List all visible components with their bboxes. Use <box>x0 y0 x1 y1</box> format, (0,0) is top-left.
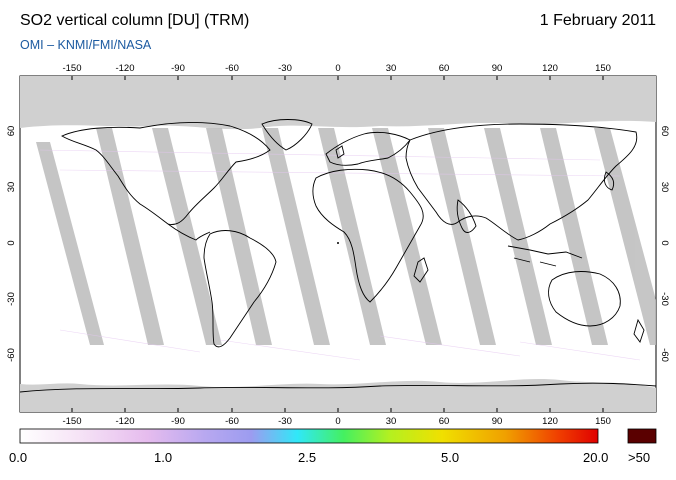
lon-label: 60 <box>439 416 450 427</box>
lat-label: -60 <box>659 348 670 362</box>
lon-label: 30 <box>386 63 397 74</box>
lat-label: -60 <box>6 348 17 362</box>
colorbar-label: 0.0 <box>9 450 28 465</box>
orbit-gap-swaths <box>36 128 656 345</box>
lat-label: 0 <box>6 240 17 245</box>
india-coast <box>456 199 477 233</box>
lon-labels-bottom: -150 -120 -90 -60 -30 0 30 60 90 120 150 <box>62 416 610 427</box>
lon-label: 120 <box>542 63 558 74</box>
lon-label: -60 <box>225 416 239 427</box>
lon-label: -120 <box>115 63 134 74</box>
lon-label: 90 <box>492 416 503 427</box>
graticule-markers <box>337 242 339 244</box>
indonesia-coast <box>507 245 583 267</box>
lat-label: -30 <box>659 292 670 306</box>
lon-label: -60 <box>225 63 239 74</box>
lon-label: 30 <box>386 416 397 427</box>
map-date: 1 February 2011 <box>539 12 656 29</box>
lat-label: 60 <box>6 126 17 137</box>
north-america-coast <box>61 121 271 225</box>
lon-label: -90 <box>171 416 185 427</box>
lat-label: 30 <box>6 182 17 193</box>
lat-label: 30 <box>659 182 670 193</box>
lat-label: -30 <box>6 292 17 306</box>
lon-label: -120 <box>115 416 134 427</box>
lat-label: 60 <box>659 126 670 137</box>
lon-label: -150 <box>62 63 81 74</box>
lon-label: 60 <box>439 63 450 74</box>
colorbar-overflow-label: >50 <box>628 450 651 465</box>
japan-coast <box>603 171 615 191</box>
antarctica-coast <box>20 382 656 393</box>
lon-label: 90 <box>492 63 503 74</box>
lon-label: 150 <box>595 63 611 74</box>
lon-label: 150 <box>595 416 611 427</box>
lon-label: 0 <box>335 416 340 427</box>
lon-label: 0 <box>335 63 340 74</box>
colorbar-label: 1.0 <box>154 450 173 465</box>
noise-streaks <box>39 149 641 361</box>
data-credit: OMI – KNMI/FMI/NASA <box>20 38 152 52</box>
africa-coast <box>312 168 424 303</box>
new-zealand-coast <box>633 318 645 343</box>
lon-label: -30 <box>278 63 292 74</box>
frame-ticks <box>71 76 604 412</box>
lon-label: -30 <box>278 416 292 427</box>
lat-labels-left: 60 30 0 -30 -60 <box>6 126 17 362</box>
europe-coast <box>325 131 411 166</box>
madagascar-coast <box>413 257 429 283</box>
lon-labels-top: -150 -120 -90 -60 -30 0 30 60 90 120 150 <box>62 63 610 74</box>
colorbar-label: 5.0 <box>441 450 460 465</box>
colorbar-label: 2.5 <box>298 450 317 465</box>
antarctic-no-data <box>20 379 656 412</box>
lon-label: 120 <box>542 416 558 427</box>
colorbar <box>19 428 599 444</box>
australia-coast <box>548 271 621 327</box>
asia-coast <box>405 123 638 241</box>
map-title: SO2 vertical column [DU] (TRM) <box>20 12 250 29</box>
lon-label: -90 <box>171 63 185 74</box>
colorbar-overflow-swatch <box>627 428 657 444</box>
colorbar-label: 20.0 <box>583 450 609 465</box>
continents <box>20 119 656 393</box>
arctic-no-data <box>20 76 656 130</box>
lon-label: -150 <box>62 416 81 427</box>
greenland-coast <box>261 119 313 151</box>
central-america-coast <box>167 223 211 241</box>
uk-coast <box>335 145 345 159</box>
lat-label: 0 <box>659 240 670 245</box>
lat-labels-right: 60 30 0 -30 -60 <box>659 126 670 362</box>
south-america-coast <box>203 230 277 348</box>
